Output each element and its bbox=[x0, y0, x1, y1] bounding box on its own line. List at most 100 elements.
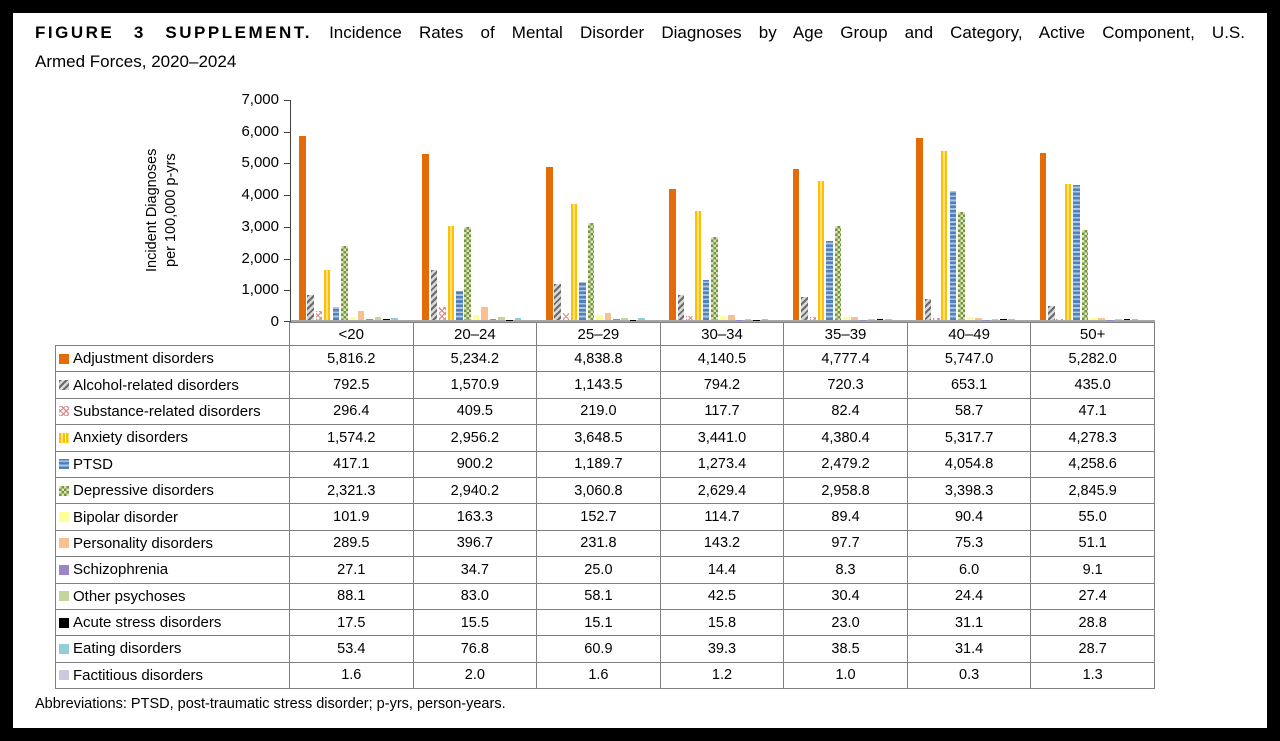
value-cell: 1,273.4 bbox=[660, 451, 785, 478]
legend-swatch-icon bbox=[59, 512, 69, 523]
value-cell: 1.2 bbox=[660, 662, 785, 690]
value-cell: 4,777.4 bbox=[784, 346, 908, 373]
bar-eating bbox=[391, 318, 398, 320]
value-cell: 114.7 bbox=[660, 504, 785, 531]
value-cell: 5,747.0 bbox=[907, 346, 1032, 373]
series-name: Factitious disorders bbox=[73, 666, 204, 684]
value-cell: 31.1 bbox=[907, 609, 1032, 637]
series-name: PTSD bbox=[73, 455, 114, 473]
value-cell: 219.0 bbox=[537, 398, 661, 426]
value-cell: 89.4 bbox=[784, 504, 908, 531]
value-cell: 1,189.7 bbox=[537, 451, 661, 478]
value-cell: 15.8 bbox=[660, 609, 785, 637]
bar-depressive bbox=[1081, 229, 1089, 320]
value-cell: 4,054.8 bbox=[907, 451, 1032, 478]
bar-group bbox=[538, 100, 661, 320]
value-cell: 23.0 bbox=[784, 609, 908, 637]
value-cell: 720.3 bbox=[784, 372, 908, 399]
value-cell: 5,282.0 bbox=[1031, 346, 1155, 373]
value-cell: 417.1 bbox=[290, 451, 414, 478]
bar-group bbox=[785, 100, 908, 320]
value-cell: 2,940.2 bbox=[413, 477, 538, 505]
value-cell: 14.4 bbox=[660, 557, 785, 584]
age-header-cell: 20–24 bbox=[413, 322, 538, 346]
bar-ptsd bbox=[826, 241, 833, 320]
bar-anxiety bbox=[941, 151, 948, 320]
bar-adjustment bbox=[792, 168, 800, 320]
bar-depressive bbox=[958, 212, 965, 320]
abbreviations-note: Abbreviations: PTSD, post-traumatic stre… bbox=[35, 696, 506, 713]
bar-other-psychoses bbox=[744, 318, 752, 320]
bar-adjustment bbox=[1039, 152, 1047, 320]
value-cell: 5,816.2 bbox=[290, 346, 414, 373]
series-label-cell: Alcohol-related disorders bbox=[55, 372, 290, 399]
value-cell: 152.7 bbox=[537, 504, 661, 531]
bar-eating bbox=[1008, 319, 1016, 320]
value-cell: 27.4 bbox=[1031, 583, 1155, 610]
bar-anxiety bbox=[694, 210, 702, 320]
series-label-cell: PTSD bbox=[55, 451, 290, 478]
value-cell: 30.4 bbox=[784, 583, 908, 610]
value-cell: 5,234.2 bbox=[413, 346, 538, 373]
value-cell: 15.5 bbox=[413, 609, 538, 637]
series-label-cell: Acute stress disorders bbox=[55, 609, 290, 637]
figure-title: FIGURE 3 SUPPLEMENT. Incidence Rates of … bbox=[35, 18, 1245, 76]
legend-swatch-icon bbox=[59, 353, 69, 364]
bar-ptsd bbox=[579, 282, 587, 320]
value-cell: 28.8 bbox=[1031, 609, 1155, 637]
bar-depressive bbox=[341, 246, 348, 320]
bar-acute-stress bbox=[382, 319, 390, 320]
value-cell: 1.0 bbox=[784, 662, 908, 690]
y-tick-label: 6,000 bbox=[241, 122, 279, 140]
bar-depressive bbox=[711, 236, 718, 320]
value-cell: 83.0 bbox=[413, 583, 538, 610]
y-tick-mark bbox=[284, 131, 291, 133]
bar-group bbox=[908, 100, 1031, 320]
bar-other-psychoses bbox=[374, 317, 382, 320]
value-cell: 289.5 bbox=[290, 530, 414, 558]
value-cell: 9.1 bbox=[1031, 557, 1155, 584]
value-cell: 31.4 bbox=[907, 636, 1032, 663]
value-cell: 2,956.2 bbox=[413, 425, 538, 452]
value-cell: 296.4 bbox=[290, 398, 414, 426]
value-cell: 8.3 bbox=[784, 557, 908, 584]
y-axis-title-line1: Incident Diagnoses bbox=[144, 148, 160, 272]
value-cell: 1,143.5 bbox=[537, 372, 661, 399]
bar-eating bbox=[885, 318, 892, 320]
series-label-cell: Depressive disorders bbox=[55, 477, 290, 505]
bar-eating bbox=[638, 318, 645, 320]
series-name: Schizophrenia bbox=[73, 561, 169, 579]
bar-anxiety bbox=[1064, 184, 1072, 320]
bar-anxiety bbox=[817, 181, 825, 320]
value-cell: 1,570.9 bbox=[413, 372, 538, 399]
legend-swatch-icon bbox=[59, 380, 69, 391]
value-cell: 792.5 bbox=[290, 372, 414, 399]
value-cell: 27.1 bbox=[290, 557, 414, 584]
age-header-cell: <20 bbox=[290, 322, 414, 346]
value-cell: 101.9 bbox=[290, 504, 414, 531]
figure-title-line2: Armed Forces, 2020–2024 bbox=[35, 52, 237, 71]
value-cell: 4,140.5 bbox=[660, 346, 785, 373]
legend-swatch-icon bbox=[59, 591, 69, 602]
value-cell: 90.4 bbox=[907, 504, 1032, 531]
value-cell: 653.1 bbox=[907, 372, 1032, 399]
bar-schizophrenia bbox=[366, 319, 373, 320]
bar-personality bbox=[357, 310, 365, 320]
y-tick-mark bbox=[284, 226, 291, 228]
value-cell: 25.0 bbox=[537, 557, 661, 584]
bar-ptsd bbox=[1073, 184, 1080, 320]
series-label-cell: Other psychoses bbox=[55, 583, 290, 610]
value-cell: 2,321.3 bbox=[290, 477, 414, 505]
series-label-cell: Adjustment disorders bbox=[55, 346, 290, 373]
bar-alcohol bbox=[307, 294, 315, 320]
y-tick-label: 5,000 bbox=[241, 154, 279, 172]
value-cell: 163.3 bbox=[413, 504, 538, 531]
value-cell: 3,648.5 bbox=[537, 425, 661, 452]
series-label-cell: Substance-related disorders bbox=[55, 398, 290, 426]
series-name: Other psychoses bbox=[73, 587, 186, 605]
y-axis-title: Incident Diagnoses per 100,000 p-yrs bbox=[143, 100, 181, 320]
bar-personality bbox=[851, 316, 859, 320]
series-name: Eating disorders bbox=[73, 640, 182, 658]
bar-depressive bbox=[834, 226, 842, 320]
